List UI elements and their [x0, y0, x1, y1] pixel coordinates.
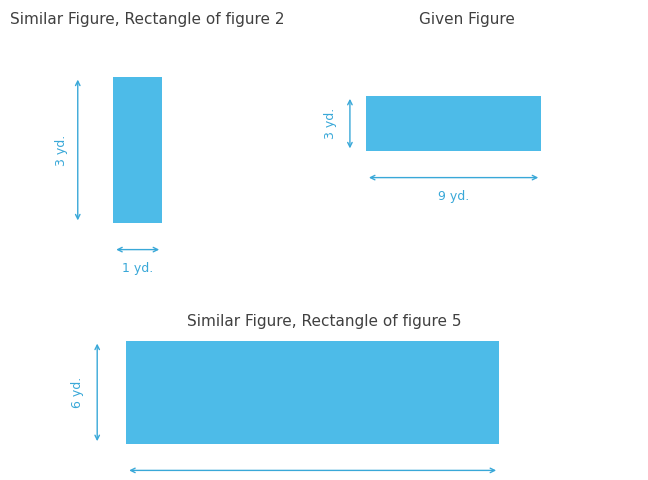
- Text: 9 yd.: 9 yd.: [438, 190, 469, 204]
- Bar: [113, 77, 162, 223]
- Text: 3 yd.: 3 yd.: [324, 108, 337, 139]
- Bar: [126, 341, 499, 444]
- Text: Similar Figure, Rectangle of figure 5: Similar Figure, Rectangle of figure 5: [187, 314, 461, 329]
- Text: Similar Figure, Rectangle of figure 2: Similar Figure, Rectangle of figure 2: [10, 12, 284, 27]
- Text: Given Figure: Given Figure: [419, 12, 515, 27]
- Text: 6 yd.: 6 yd.: [71, 377, 84, 408]
- Text: 1 yd.: 1 yd.: [122, 262, 154, 276]
- Bar: [366, 96, 541, 151]
- Text: 3 yd.: 3 yd.: [55, 134, 68, 166]
